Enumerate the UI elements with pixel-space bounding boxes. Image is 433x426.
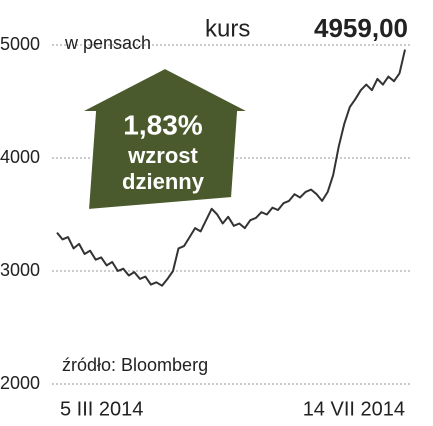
- x-tick-label: 5 III 2014: [60, 398, 143, 420]
- y-tick-label: 3000: [0, 260, 40, 280]
- price-label: kurs: [205, 15, 250, 42]
- unit-label: w pensach: [64, 33, 151, 53]
- change-label: wzrost: [127, 143, 198, 168]
- change: 1,83%: [123, 109, 202, 140]
- y-tick-label: 2000: [0, 373, 40, 393]
- y-tick-label: 4000: [0, 147, 40, 167]
- change-label: dzienny: [122, 169, 205, 194]
- y-tick-label: 5000: [0, 34, 40, 54]
- badge: 1,83% wzrost dzienny: [79, 66, 251, 212]
- price: 4959,00: [314, 13, 408, 43]
- price-line: [56, 49, 406, 287]
- source: źródło: Bloomberg: [62, 355, 208, 375]
- x-tick-label: 14 VII 2014: [303, 398, 405, 420]
- badge-shape: [79, 66, 251, 212]
